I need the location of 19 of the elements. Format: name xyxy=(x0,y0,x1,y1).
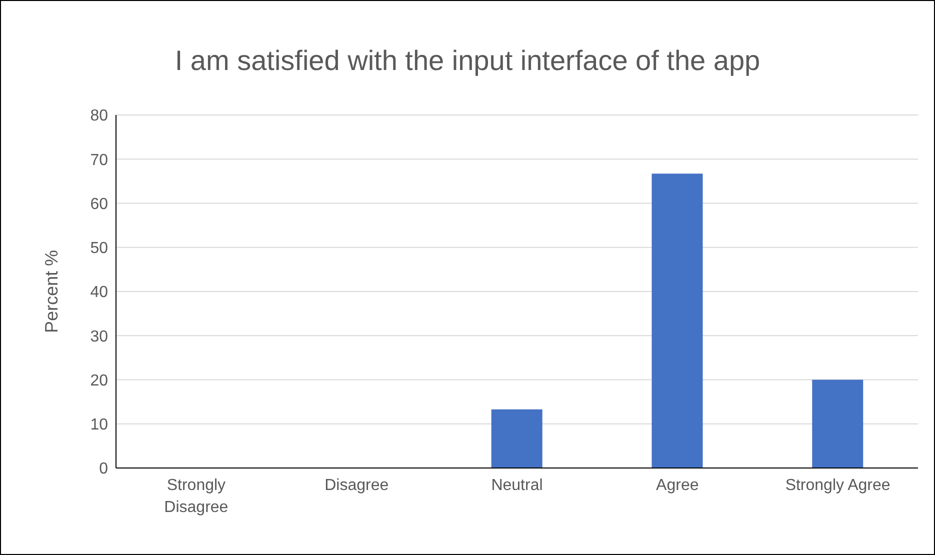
y-tick-label: 80 xyxy=(90,108,108,125)
y-tick-label: 10 xyxy=(90,416,108,434)
y-axis-title: Percent % xyxy=(41,250,62,334)
x-tick-label: Agree xyxy=(656,477,699,494)
y-tick-label: 20 xyxy=(90,372,108,390)
bar xyxy=(652,174,703,468)
y-tick-label: 0 xyxy=(99,460,108,478)
y-tick-label: 70 xyxy=(90,152,108,169)
y-tick-label: 30 xyxy=(90,328,108,346)
x-tick-label: Strongly Disagree xyxy=(164,477,228,516)
x-tick-label: Strongly Agree xyxy=(785,477,890,494)
chart-title: I am satisfied with the input interface of the app xyxy=(174,45,762,77)
y-tick-label: 40 xyxy=(90,284,108,302)
y-tick-label: 60 xyxy=(90,196,108,213)
bar xyxy=(491,409,542,468)
x-tick-label: Neutral xyxy=(491,477,543,494)
bar xyxy=(812,380,864,468)
y-tick-label: 50 xyxy=(90,240,108,258)
x-tick-label: Disagree xyxy=(324,477,389,494)
